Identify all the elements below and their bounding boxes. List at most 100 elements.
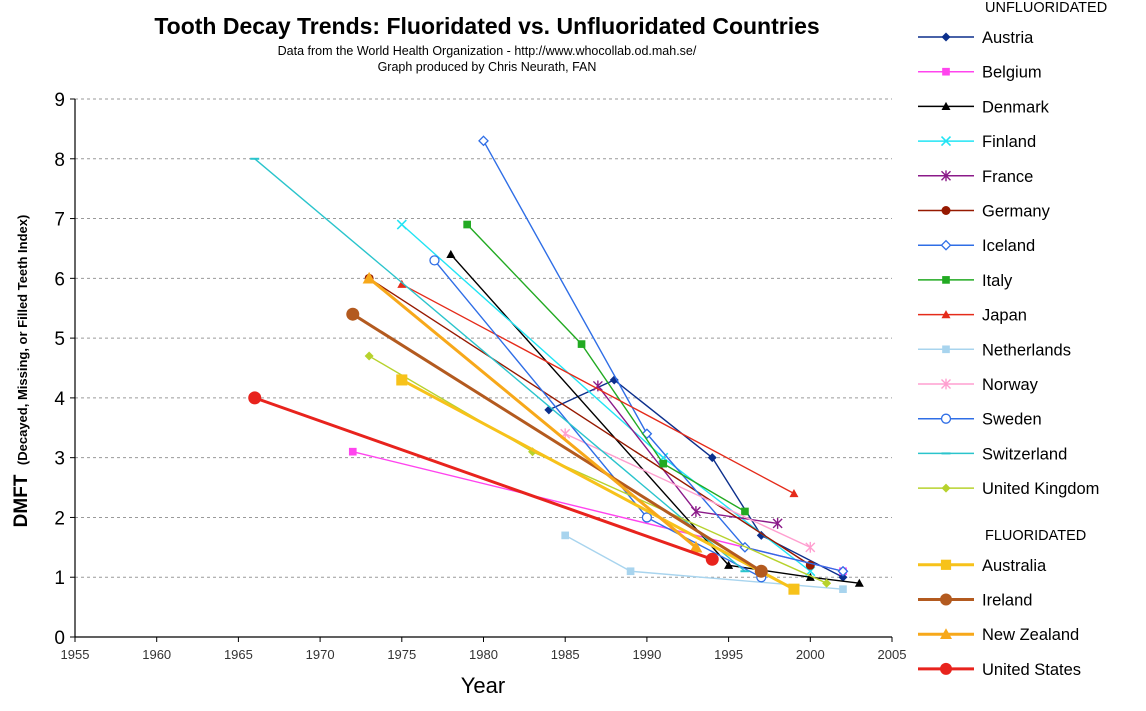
point-sweden-1990: [641, 512, 653, 523]
series-line-new-zealand: [368, 277, 697, 549]
legend: UNFLUORIDATED Austria Belgium Denmark Finlan…: [918, 0, 1107, 679]
legend-label-austria: Austria: [982, 29, 1034, 47]
legend-label-germany: Germany: [982, 203, 1051, 221]
series-australia: [396, 374, 800, 595]
legend-item-switzerland: Switzerland: [918, 445, 1067, 463]
point-italy-1986: [577, 340, 586, 348]
series-line-ireland: [351, 312, 763, 573]
series-line-germany: [368, 277, 811, 566]
point-australia-1975: [396, 374, 408, 386]
point-italy-1996: [741, 507, 749, 516]
series-switzerland: [250, 157, 750, 573]
y-tick-label-2: 2: [54, 508, 65, 529]
point-france-1993: [690, 506, 701, 517]
point-new-zealand-1973: [362, 271, 376, 284]
legend-marker-ireland: [940, 593, 952, 606]
x-tick-label-1985: 1985: [551, 647, 580, 662]
legend-marker-new-zealand: [940, 628, 952, 639]
x-axis-ticks: 1955 1960 1965 1970 1975 1980 1985 1990 1995 2000…: [61, 637, 906, 662]
legend-item-united-states: United States: [918, 661, 1081, 679]
y-tick-label-1: 1: [54, 568, 65, 589]
legend-marker-australia: [940, 559, 952, 570]
series-line-denmark: [450, 253, 860, 584]
point-france-1998: [772, 518, 783, 529]
point-denmark-2000: [805, 572, 815, 581]
legend-marker-denmark: [941, 101, 951, 110]
legend-label-denmark: Denmark: [982, 98, 1050, 116]
legend-marker-italy: [942, 276, 950, 284]
legend-item-iceland: Iceland: [918, 237, 1035, 255]
series-norway: [560, 428, 816, 553]
point-japan-1975: [397, 279, 407, 288]
x-tick-label-1955: 1955: [61, 647, 90, 662]
x-tick-label-1965: 1965: [224, 647, 253, 662]
legend-marker-sweden: [940, 413, 952, 424]
legend-item-netherlands: Netherlands: [918, 341, 1071, 359]
y-axis-label: DMFT (Decayed, Missing, or Filled Teeth …: [11, 215, 32, 528]
legend-item-norway: Norway: [918, 376, 1039, 394]
y-tick-label-5: 5: [54, 329, 65, 350]
y-tick-label-9: 9: [54, 90, 65, 111]
legend-marker-finland: [940, 136, 952, 147]
legend-marker-germany: [941, 206, 951, 215]
legend-item-austria: Austria: [918, 29, 1034, 47]
legend-marker-japan: [941, 310, 951, 319]
legend-label-united-states: United States: [982, 661, 1081, 679]
point-iceland-1980: [478, 135, 489, 147]
legend-item-italy: Italy: [918, 272, 1013, 290]
legend-item-finland: Finland: [918, 133, 1036, 151]
series-line-switzerland: [254, 158, 746, 572]
x-tick-label-1995: 1995: [714, 647, 743, 662]
point-italy-1991: [659, 459, 668, 468]
series-line-italy: [466, 224, 746, 513]
point-austria-1988: [609, 375, 619, 385]
chart-title: Tooth Decay Trends: Fluoridated vs. Unfl…: [154, 13, 819, 39]
point-new-zealand-1993: [689, 540, 703, 553]
y-tick-label-7: 7: [54, 210, 65, 231]
series-new-zealand: [362, 271, 703, 553]
legend-item-new-zealand: New Zealand: [918, 626, 1079, 644]
point-austria-1994: [707, 453, 717, 463]
legend-label-italy: Italy: [982, 272, 1013, 290]
point-japan-1999: [789, 489, 799, 498]
point-ireland-1997: [754, 564, 768, 578]
chart-subtitle-line-2: Graph produced by Chris Neurath, FAN: [378, 60, 597, 74]
point-italy-1979: [463, 220, 471, 229]
point-austria-1997: [756, 530, 766, 540]
x-tick-label-1980: 1980: [469, 647, 498, 662]
legend-item-australia: Australia: [918, 557, 1047, 575]
point-finland-1975: [396, 219, 407, 230]
y-tick-label-0: 0: [54, 628, 65, 649]
point-netherlands-2002: [839, 585, 847, 594]
legend-item-sweden: Sweden: [918, 411, 1042, 429]
legend-label-norway: Norway: [982, 376, 1039, 394]
point-united-states-1994: [705, 552, 719, 566]
point-australia-1999: [788, 583, 800, 595]
legend-label-iceland: Iceland: [982, 237, 1035, 255]
legend-heading-fluoridated: FLUORIDATED: [985, 528, 1086, 544]
series-united-states: [248, 391, 719, 566]
y-axis-label-sub: (Decayed, Missing, or Filled Teeth Index…: [15, 215, 30, 465]
y-tick-label-4: 4: [54, 389, 65, 410]
legend-label-france: France: [982, 168, 1033, 186]
legend-item-denmark: Denmark: [918, 98, 1050, 116]
legend-item-germany: Germany: [918, 203, 1051, 221]
y-tick-label-8: 8: [54, 150, 65, 171]
point-sweden-1977: [429, 255, 440, 266]
y-tick-label-6: 6: [54, 269, 65, 290]
point-denmark-1995: [724, 560, 734, 569]
series-line-japan: [401, 283, 795, 495]
point-iceland-2002: [837, 565, 849, 577]
legend-item-france: France: [918, 168, 1033, 186]
legend-item-japan: Japan: [918, 307, 1027, 325]
point-belgium-1972: [348, 447, 357, 456]
legend-label-sweden: Sweden: [982, 411, 1042, 429]
legend-label-ireland: Ireland: [982, 592, 1032, 610]
legend-marker-france: [941, 170, 951, 182]
point-netherlands-1985: [561, 531, 570, 540]
legend-item-ireland: Ireland: [918, 592, 1032, 610]
series-layer: [248, 135, 864, 595]
point-united-kingdom-2001: [822, 578, 832, 588]
legend-marker-iceland: [940, 239, 952, 251]
